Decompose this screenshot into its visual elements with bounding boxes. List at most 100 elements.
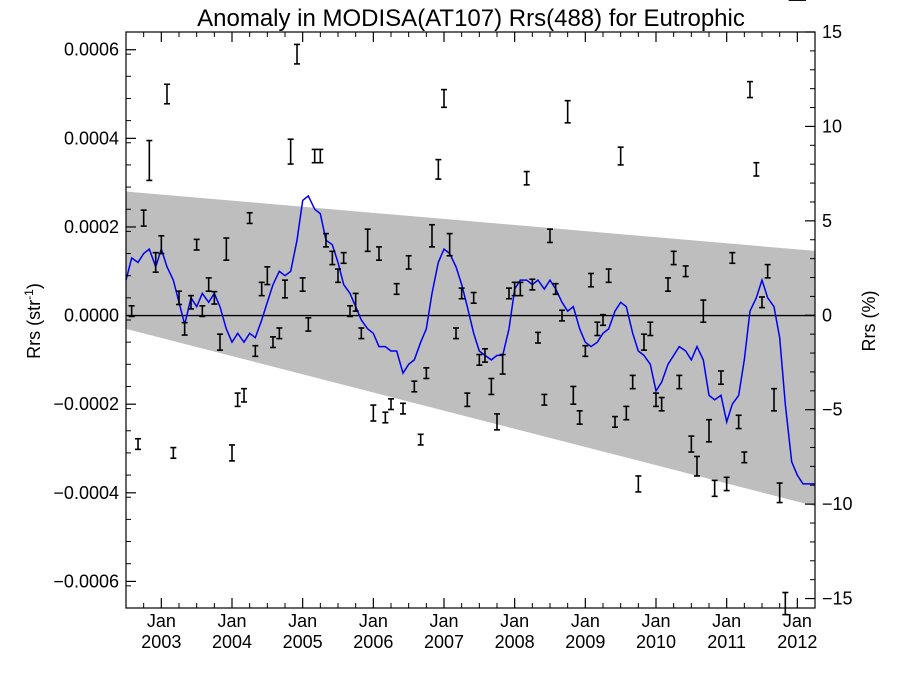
- error-bar: [676, 374, 683, 390]
- x-tick-month-label: Jan: [359, 611, 388, 631]
- error-bar: [488, 377, 495, 396]
- error-bar: [458, 287, 465, 300]
- error-bar: [741, 451, 748, 464]
- error-bar: [529, 278, 536, 291]
- error-bar: [223, 237, 230, 261]
- error-bar: [211, 290, 218, 305]
- error-bar: [446, 232, 453, 257]
- error-bar: [499, 353, 506, 375]
- error-bar: [193, 238, 200, 251]
- y-left-tick-label: 0.0000: [64, 306, 119, 326]
- error-bars-layer: [128, 0, 806, 616]
- y-right-tick-label: −5: [822, 400, 843, 420]
- error-bar: [423, 367, 430, 380]
- error-bar: [453, 327, 460, 340]
- error-bar: [464, 392, 471, 408]
- x-tick-month-label: Jan: [500, 611, 529, 631]
- x-tick-year-label: 2012: [777, 632, 817, 652]
- x-tick-month-label: Jan: [147, 611, 176, 631]
- error-bar: [411, 380, 418, 393]
- error-bar: [311, 148, 318, 164]
- y-left-tick-label: −0.0004: [53, 483, 119, 503]
- x-tick-month-label: Jan: [783, 611, 812, 631]
- x-tick-year-label: 2008: [495, 632, 535, 652]
- y-axis-left-label: Rrs (str-1): [22, 283, 44, 359]
- error-bar: [582, 344, 589, 358]
- x-tick-year-label: 2009: [565, 632, 605, 652]
- chart-title: Anomaly in MODISA(AT107) Rrs(488) for Eu…: [197, 5, 745, 32]
- error-bar: [375, 246, 382, 261]
- smoothed-anomaly-line: [125, 194, 815, 485]
- error-bar: [269, 336, 276, 349]
- y-left-tick-label: −0.0006: [53, 571, 119, 591]
- error-bar: [629, 374, 636, 390]
- error-bar: [428, 223, 435, 248]
- y-right-tick-label: −15: [822, 589, 853, 609]
- error-bar: [258, 281, 265, 297]
- error-bar: [216, 333, 223, 351]
- y-right-tick-label: 15: [822, 22, 842, 42]
- x-tick-year-label: 2004: [212, 632, 252, 652]
- error-bar: [364, 228, 371, 253]
- error-bar: [481, 347, 488, 363]
- error-bar: [682, 265, 689, 278]
- error-bar: [559, 309, 566, 322]
- error-bar: [199, 305, 206, 318]
- error-bar: [205, 277, 212, 293]
- x-tick-month-label: Jan: [641, 611, 670, 631]
- y-left-tick-label: −0.0002: [53, 394, 119, 414]
- error-bar: [570, 385, 577, 405]
- error-bar: [299, 277, 306, 293]
- error-bar: [600, 313, 606, 327]
- error-bar: [340, 251, 347, 265]
- error-bar: [617, 146, 624, 166]
- y-right-tick-label: −10: [822, 494, 853, 514]
- error-bar: [511, 281, 518, 297]
- error-bar: [564, 99, 571, 124]
- error-bar: [170, 446, 177, 460]
- error-bar: [665, 277, 672, 293]
- error-bar: [640, 333, 647, 351]
- error-bar: [776, 482, 783, 504]
- error-bar: [534, 331, 541, 344]
- confidence-band: [126, 191, 815, 507]
- error-bar: [706, 418, 712, 443]
- error-bar: [547, 228, 553, 244]
- error-bar: [605, 268, 612, 284]
- error-bar: [759, 296, 765, 309]
- error-bar: [523, 170, 530, 186]
- error-bar: [400, 402, 407, 415]
- x-tick-month-label: Jan: [217, 611, 246, 631]
- error-bar: [594, 321, 601, 337]
- error-bar: [552, 282, 559, 296]
- error-bar: [723, 476, 730, 492]
- error-bar: [176, 290, 182, 306]
- y-left-tick-label: 0.0006: [64, 40, 119, 60]
- error-bar: [347, 305, 354, 318]
- error-bar: [541, 393, 548, 406]
- x-tick-year-label: 2006: [353, 632, 393, 652]
- error-bar: [305, 316, 312, 332]
- error-bar: [246, 211, 253, 225]
- y-axis-left-label-close: ): [24, 283, 44, 289]
- error-bar: [635, 475, 642, 493]
- error-bar: [753, 161, 760, 177]
- error-bar: [140, 209, 147, 227]
- confidence-band-layer: [126, 191, 815, 507]
- error-bar: [229, 444, 235, 462]
- error-bar: [163, 83, 170, 105]
- y-right-tick-label: 10: [822, 116, 842, 136]
- error-bar: [670, 250, 677, 266]
- x-tick-year-label: 2007: [424, 632, 464, 652]
- error-bar: [435, 158, 442, 180]
- y-left-tick-label: 0.0004: [64, 128, 119, 148]
- error-bar: [181, 321, 188, 336]
- y-axis-right-label: Rrs (%): [859, 291, 879, 352]
- error-bar: [470, 291, 477, 304]
- x-tick-year-label: 2003: [141, 632, 181, 652]
- error-bar: [506, 287, 513, 300]
- error-bar: [693, 455, 700, 477]
- error-bar: [494, 413, 500, 431]
- error-bar: [782, 591, 789, 616]
